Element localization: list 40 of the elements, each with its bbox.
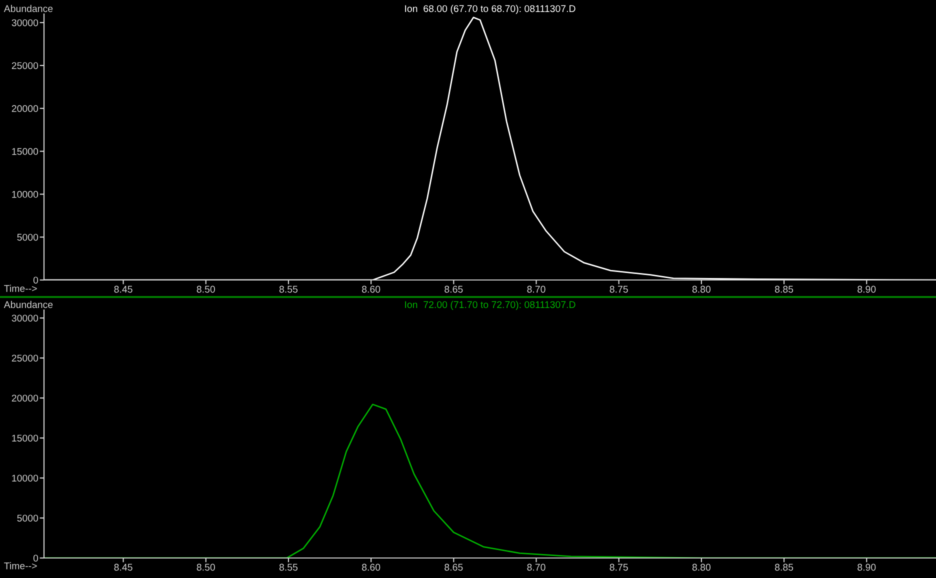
x-tick-label: 8.60	[362, 564, 380, 571]
y-tick-label: 25000	[12, 62, 38, 70]
y-tick-label: 10000	[12, 190, 38, 198]
y-tick-label: 20000	[12, 394, 38, 402]
x-tick-label: 8.70	[527, 286, 546, 293]
x-axis-title: Time-->	[4, 562, 37, 570]
x-tick-label: 8.45	[114, 286, 132, 293]
y-tick-label: 5000	[17, 514, 38, 522]
y-tick-label: 20000	[12, 105, 38, 112]
x-tick-label: 8.65	[444, 286, 463, 293]
x-axis-title: Time-->	[4, 284, 37, 292]
y-tick-label: 5000	[17, 234, 38, 241]
y-tick-label: 15000	[12, 434, 38, 442]
x-tick-label: 8.75	[610, 564, 628, 571]
y-tick-label: 15000	[12, 148, 38, 155]
x-tick-label: 8.80	[692, 564, 711, 571]
x-tick-label: 8.60	[362, 286, 380, 293]
x-tick-label: 8.55	[279, 286, 298, 293]
y-tick-label: 0	[33, 276, 38, 284]
y-tick-label: 10000	[12, 474, 38, 482]
x-tick-label: 8.80	[692, 286, 711, 293]
x-tick-label: 8.85	[774, 564, 794, 571]
x-tick-label: 8.70	[527, 564, 546, 571]
y-axis-title: Abundance	[4, 4, 53, 12]
x-tick-label: 8.65	[444, 564, 463, 571]
x-tick-label: 8.90	[858, 286, 876, 293]
chart-title: Ion 68.00 (67.70 to 68.70): 08111307.D	[405, 4, 576, 14]
y-axis-title: Abundance	[4, 300, 53, 308]
x-tick-label: 8.85	[774, 286, 794, 293]
y-tick-label: 30000	[12, 314, 38, 322]
chart-title: Ion 72.00 (71.70 to 72.70): 08111307.D	[405, 300, 576, 310]
x-tick-label: 8.45	[114, 564, 132, 571]
x-tick-label: 8.90	[858, 564, 876, 571]
y-tick-label: 25000	[12, 354, 38, 362]
y-tick-label: 30000	[12, 19, 38, 26]
x-tick-label: 8.55	[279, 564, 298, 571]
x-tick-label: 8.50	[196, 286, 215, 293]
x-tick-label: 8.50	[196, 564, 215, 571]
y-tick-label: 0	[33, 554, 38, 562]
x-tick-label: 8.75	[610, 286, 628, 293]
